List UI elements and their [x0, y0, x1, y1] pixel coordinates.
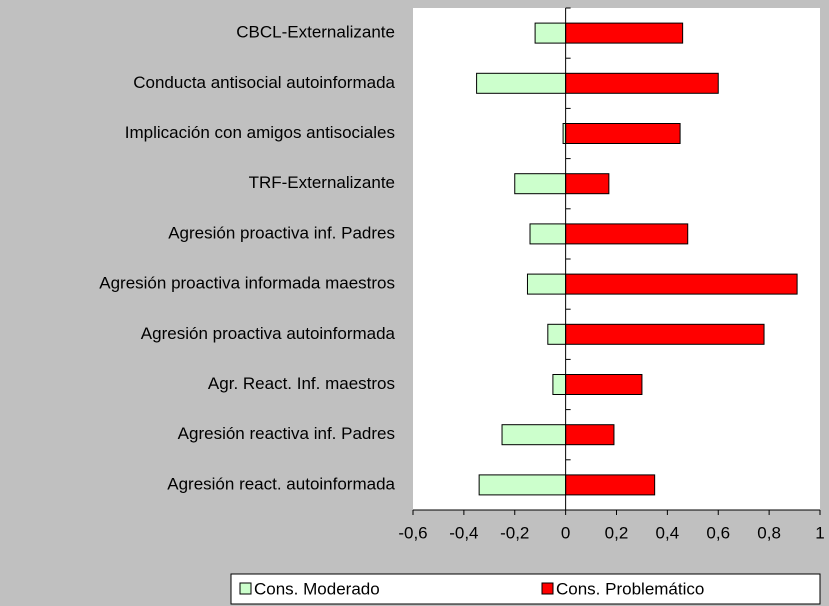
x-tick-label: 0,6: [706, 523, 730, 542]
bar: [526, 273, 567, 295]
bar: [565, 273, 798, 295]
legend: [230, 573, 821, 605]
legend-swatch: [541, 582, 554, 595]
bar: [565, 123, 681, 144]
bar: [565, 474, 656, 496]
bar: [552, 374, 567, 395]
bar: [514, 173, 567, 195]
y-tick-label: Implicación con amigos antisociales: [125, 123, 395, 142]
bar: [565, 323, 765, 345]
x-tick-label: 0,4: [656, 523, 680, 542]
legend-label: Cons. Problemático: [556, 579, 704, 598]
legend-label: Cons. Moderado: [254, 579, 380, 598]
bar: [565, 173, 610, 195]
bar: [529, 223, 567, 245]
y-tick-label: Conducta antisocial autoinformada: [133, 73, 395, 92]
bar: [476, 72, 567, 94]
bar: [565, 72, 719, 94]
x-tick-label: -0,2: [500, 523, 529, 542]
y-tick-label: Agresión proactiva informada maestros: [99, 274, 395, 293]
y-tick-label: CBCL-Externalizante: [236, 23, 395, 42]
x-tick-label: 1: [815, 523, 824, 542]
bar: [565, 223, 689, 245]
y-tick-label: Agresión reactiva inf. Padres: [178, 424, 395, 443]
x-tick-label: 0,8: [757, 523, 781, 542]
y-tick-label: Agresión proactiva inf. Padres: [168, 223, 395, 242]
x-tick-label: -0,4: [449, 523, 478, 542]
bar: [565, 22, 684, 44]
bar: [534, 22, 567, 44]
y-tick-label: Agresión proactiva autoinformada: [141, 324, 396, 343]
x-tick-label: 0,2: [605, 523, 629, 542]
y-tick-label: Agr. React. Inf. maestros: [208, 374, 395, 393]
bar: [547, 323, 567, 345]
bar: [565, 374, 643, 395]
x-tick-label: 0: [561, 523, 570, 542]
bar: [478, 474, 567, 496]
legend-swatch: [239, 582, 252, 595]
y-tick-label: TRF-Externalizante: [249, 173, 395, 192]
x-tick-label: -0,6: [398, 523, 427, 542]
bar: [501, 424, 567, 446]
y-tick-label: Agresión react. autoinformada: [167, 474, 395, 493]
bar: [565, 424, 615, 446]
